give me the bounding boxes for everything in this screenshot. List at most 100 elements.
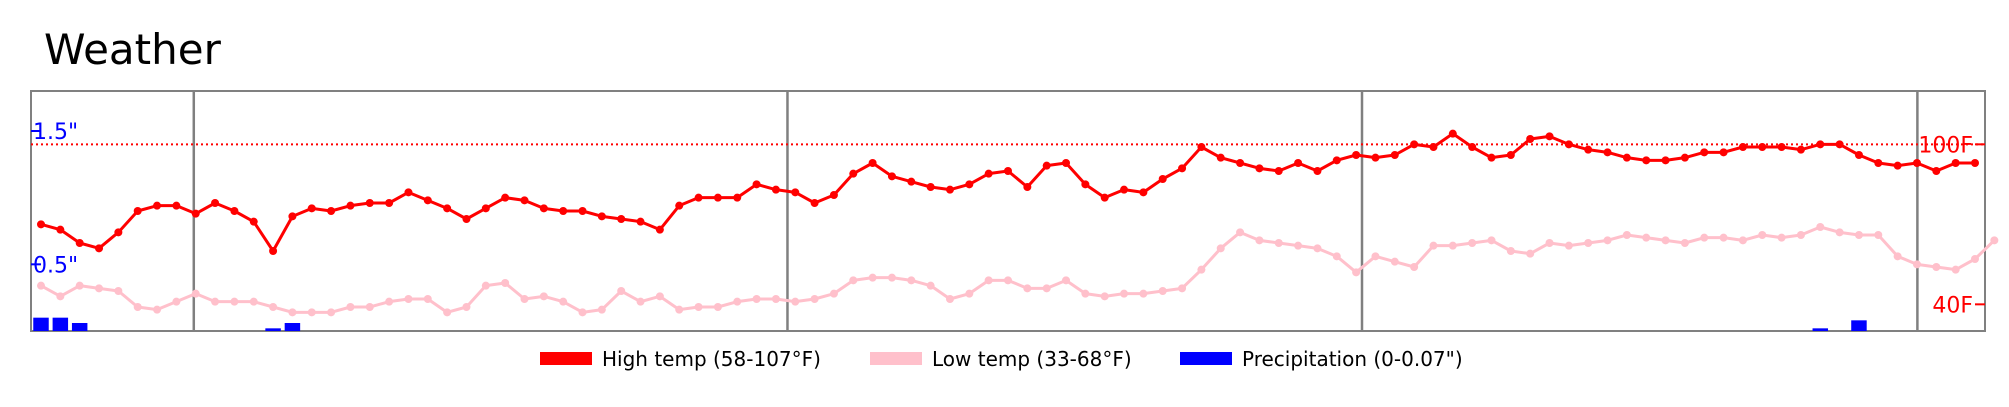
legend-swatch-0: [540, 352, 592, 365]
high-temp-point-62: [1236, 159, 1245, 167]
high-temp-point-87: [1719, 148, 1728, 157]
high-temp-point-10: [230, 207, 239, 215]
low-temp-point-48: [965, 289, 974, 298]
high-temp-point-83: [1642, 156, 1651, 165]
low-temp-point-81: [1603, 236, 1612, 245]
low-temp-point-91: [1796, 231, 1805, 239]
high-temp-point-35: [713, 193, 722, 202]
high-temp-point-96: [1893, 161, 1902, 170]
low-temp-point-38: [771, 295, 780, 303]
legend-label-2: Precipitation (0-0.07"): [1242, 347, 1463, 371]
high-temp-point-56: [1120, 185, 1129, 194]
high-temp-point-82: [1622, 153, 1631, 162]
low-temp-point-56: [1120, 289, 1129, 298]
low-temp-point-80: [1584, 239, 1593, 247]
high-temp-point-26: [539, 204, 548, 213]
low-temp-point-62: [1236, 228, 1245, 237]
low-temp-point-100: [1971, 255, 1979, 263]
low-temp-point-73: [1448, 241, 1457, 250]
high-temp-point-42: [849, 169, 858, 178]
low-temp-point-46: [926, 281, 935, 290]
high-temp-point-32: [655, 225, 664, 234]
right-tick-label-1: 40F: [1932, 293, 1973, 318]
high-temp-point-79: [1564, 140, 1573, 149]
low-temp-point-12: [269, 303, 278, 311]
high-temp-point-44: [887, 172, 896, 181]
high-temp-point-74: [1468, 143, 1477, 151]
low-temp-point-94: [1854, 231, 1863, 239]
low-temp-point-57: [1139, 289, 1148, 298]
high-temp-point-81: [1603, 148, 1612, 157]
high-temp-point-19: [404, 188, 413, 197]
high-temp-point-46: [926, 183, 935, 191]
high-temp-point-95: [1874, 159, 1883, 167]
low-temp-point-3: [95, 284, 104, 293]
high-temp-point-50: [1004, 167, 1012, 175]
high-temp-point-22: [462, 215, 471, 223]
low-temp-point-8: [191, 289, 200, 298]
high-temp-point-80: [1584, 145, 1593, 154]
high-temp-point-65: [1294, 159, 1303, 167]
high-temp-point-33: [675, 201, 684, 210]
low-temp-point-19: [404, 295, 413, 303]
low-temp-point-99: [1951, 265, 1960, 274]
low-temp-point-25: [520, 295, 529, 303]
low-temp-point-39: [791, 297, 800, 306]
high-temp-point-47: [945, 185, 954, 194]
high-temp-point-78: [1545, 132, 1554, 141]
low-temp-point-1: [56, 292, 65, 301]
low-temp-point-92: [1816, 223, 1825, 231]
high-temp-point-15: [327, 207, 336, 215]
low-temp-point-86: [1700, 233, 1709, 242]
series-group: [37, 129, 1999, 317]
low-temp-point-53: [1062, 276, 1071, 285]
high-temp-point-99: [1951, 159, 1960, 167]
low-temp-point-66: [1313, 244, 1322, 253]
high-temp-point-61: [1216, 153, 1225, 162]
low-temp-point-27: [559, 297, 568, 306]
low-temp-point-23: [481, 281, 490, 290]
high-temp-point-24: [501, 193, 510, 202]
low-temp-point-98: [1932, 263, 1941, 271]
low-temp-point-45: [907, 276, 916, 285]
high-temp-point-38: [771, 185, 780, 194]
chart-title: Weather: [44, 25, 222, 74]
high-temp-point-63: [1255, 164, 1264, 173]
high-temp-point-28: [578, 207, 587, 215]
low-temp-point-59: [1178, 284, 1187, 293]
high-temp-point-18: [385, 199, 394, 207]
low-temp-point-11: [249, 297, 258, 306]
high-temp-point-70: [1390, 151, 1399, 159]
high-temp-point-89: [1758, 143, 1767, 151]
low-temp-point-28: [578, 308, 587, 317]
left-tick-label-0: 1.5": [33, 120, 78, 145]
legend-swatch-1: [870, 352, 922, 365]
high-temp-point-93: [1835, 140, 1844, 149]
low-temp-point-78: [1545, 239, 1554, 247]
plot-frame: [30, 90, 1986, 332]
low-temp-point-88: [1738, 236, 1747, 245]
high-temp-point-30: [617, 215, 626, 223]
high-temp-point-90: [1777, 143, 1786, 151]
low-temp-point-58: [1158, 287, 1167, 295]
high-temp-point-43: [868, 159, 877, 167]
low-temp-point-32: [655, 292, 664, 301]
low-temp-point-33: [675, 305, 684, 314]
low-temp-point-89: [1758, 231, 1767, 239]
high-temp-point-69: [1371, 153, 1380, 162]
low-temp-point-64: [1274, 239, 1283, 247]
low-temp-point-26: [539, 292, 548, 301]
low-temp-point-0: [37, 281, 45, 290]
legend-label-1: Low temp (33-68°F): [932, 347, 1132, 371]
low-temp-point-17: [365, 303, 374, 311]
precipitation-bars: [33, 317, 1867, 331]
right-tick-label-0: 100F: [1918, 133, 1973, 158]
precip-bar-92: [1812, 328, 1829, 331]
high-temp-point-40: [810, 199, 819, 207]
low-temp-point-35: [713, 303, 722, 311]
low-temp-point-5: [133, 303, 142, 311]
low-temp-point-101: [1990, 236, 1999, 245]
high-temp-point-6: [153, 201, 162, 210]
low-temp-point-79: [1564, 241, 1573, 250]
high-temp-point-67: [1332, 156, 1341, 165]
